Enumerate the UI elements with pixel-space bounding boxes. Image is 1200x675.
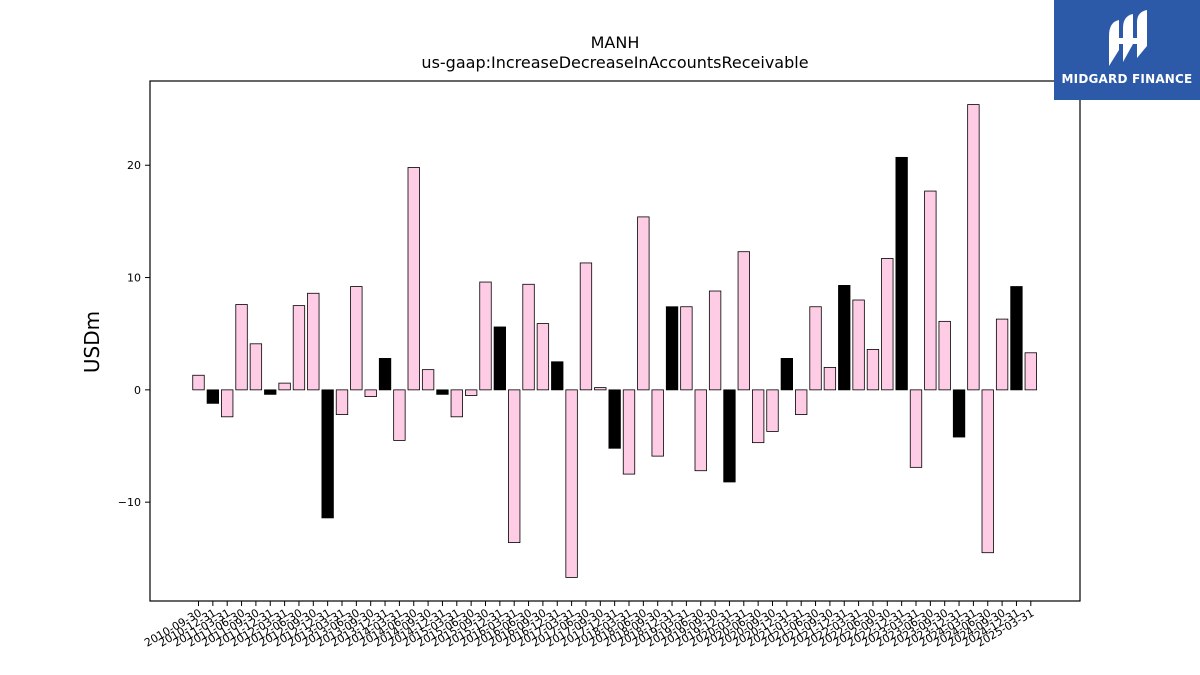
bar-2023-06-30 [924, 190, 937, 391]
midgard-logo-icon [1109, 10, 1147, 66]
bar-2012-09-30 [307, 292, 320, 391]
bar-2010-12-31 [206, 389, 220, 404]
bar-2015-12-31 [493, 326, 507, 391]
bar-2022-12-31 [895, 156, 908, 391]
bar-2023-09-30 [938, 320, 951, 391]
bar-2013-03-31 [335, 389, 349, 415]
bar-2011-12-31 [264, 389, 277, 395]
bar-2024-03-31 [967, 104, 980, 391]
bar-2022-03-31 [852, 299, 865, 391]
bar-2019-09-30 [708, 290, 722, 391]
bar-2018-12-31 [665, 306, 679, 391]
bar-2011-06-30 [235, 304, 248, 391]
bar-2018-06-30 [637, 216, 650, 391]
bar-2012-03-31 [278, 382, 291, 391]
y-tick-label: 20 [127, 159, 141, 172]
bar-2025-03-31 [1024, 352, 1037, 391]
bar-2021-03-31 [795, 389, 808, 415]
chart-title: MANH [591, 33, 640, 52]
plot-frame [149, 80, 1081, 602]
bar-2014-03-31 [393, 389, 406, 441]
bar-2020-03-31 [737, 251, 750, 391]
bar-2023-12-31 [952, 389, 966, 438]
bar-2020-09-30 [766, 389, 779, 432]
bar-2017-06-30 [579, 262, 593, 391]
bar-2021-06-30 [809, 306, 822, 391]
chart-subtitle: us-gaap:IncreaseDecreaseInAccountsReceiv… [421, 53, 808, 72]
x-ticks-group: 2010-09-302010-12-312011-03-312011-06-30… [142, 601, 1036, 650]
bar-2016-06-30 [522, 283, 535, 391]
y-tick-label: 10 [127, 272, 141, 285]
y-ticks-group: −10 0 10 20 [118, 159, 150, 509]
bar-2017-09-30 [594, 387, 607, 391]
bar-2016-12-31 [551, 361, 564, 391]
bar-2016-09-30 [536, 323, 550, 391]
bar-2021-12-31 [838, 285, 851, 391]
bar-2014-09-30 [421, 369, 435, 391]
bar-2020-12-31 [780, 358, 793, 391]
bar-2021-09-30 [823, 366, 837, 391]
bar-2016-03-31 [508, 389, 521, 543]
bar-2015-09-30 [479, 281, 492, 391]
bar-2017-12-31 [608, 389, 621, 449]
bar-2017-03-31 [565, 389, 578, 578]
bar-2013-06-30 [350, 286, 363, 391]
y-tick-label: −10 [118, 496, 141, 509]
y-tick-label: 0 [134, 384, 141, 397]
bar-2011-09-30 [249, 343, 263, 391]
bar-2012-12-31 [321, 389, 334, 519]
bar-2015-06-30 [464, 389, 478, 396]
bar-2015-03-31 [450, 389, 463, 418]
bar-2012-06-30 [292, 305, 306, 391]
bar-2019-12-31 [723, 389, 736, 483]
y-axis-label: USDm [80, 311, 104, 373]
bar-2019-06-30 [694, 389, 707, 472]
bar-2020-06-30 [752, 389, 765, 444]
bars-group [192, 104, 1037, 578]
bar-2013-12-31 [378, 358, 392, 391]
brand-name: MIDGARD FINANCE [1061, 72, 1193, 86]
bar-2010-09-30 [192, 374, 205, 391]
bar-2022-09-30 [881, 258, 894, 391]
bar-2023-03-31 [909, 389, 923, 468]
bar-2024-06-30 [981, 389, 994, 554]
bar-2013-09-30 [364, 389, 377, 397]
bar-2018-09-30 [651, 389, 664, 457]
bar-2019-03-31 [680, 306, 693, 391]
brand-logo: MIDGARD FINANCE [1054, 0, 1200, 100]
bar-2011-03-31 [221, 389, 234, 418]
bar-2022-06-30 [866, 349, 880, 391]
bar-2014-12-31 [436, 389, 449, 395]
bar-2024-09-30 [995, 318, 1009, 391]
bar-2018-03-31 [622, 389, 636, 475]
bar-2014-06-30 [407, 167, 420, 391]
bar-2024-12-31 [1010, 286, 1023, 391]
